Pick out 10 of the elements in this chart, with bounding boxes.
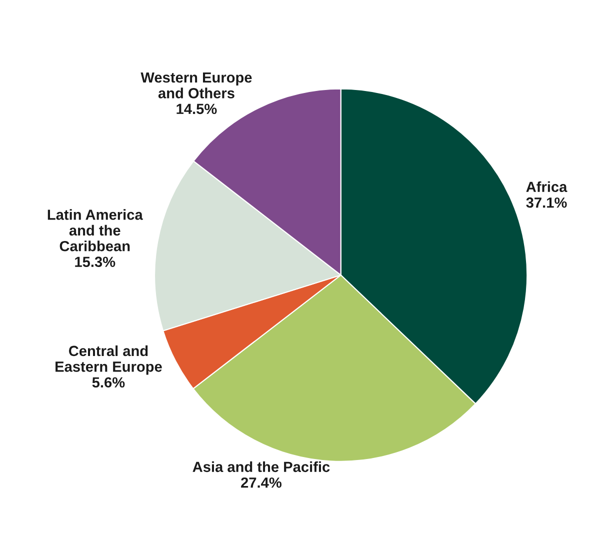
data-label: 14.5% xyxy=(176,104,217,114)
slice-label: Latin America and the Caribbean xyxy=(48,209,143,252)
data-label: 5.6% xyxy=(92,377,125,388)
data-label: 37.1% xyxy=(526,197,567,208)
slice-label: Western Europe and Others xyxy=(140,72,252,98)
slice-label: Asia and the Pacific xyxy=(192,461,330,472)
slice-label: Africa xyxy=(526,181,568,192)
slice-label: Central and Eastern Europe xyxy=(56,345,162,375)
data-label: 27.4% xyxy=(241,477,282,488)
data-label: 15.3% xyxy=(75,256,116,268)
